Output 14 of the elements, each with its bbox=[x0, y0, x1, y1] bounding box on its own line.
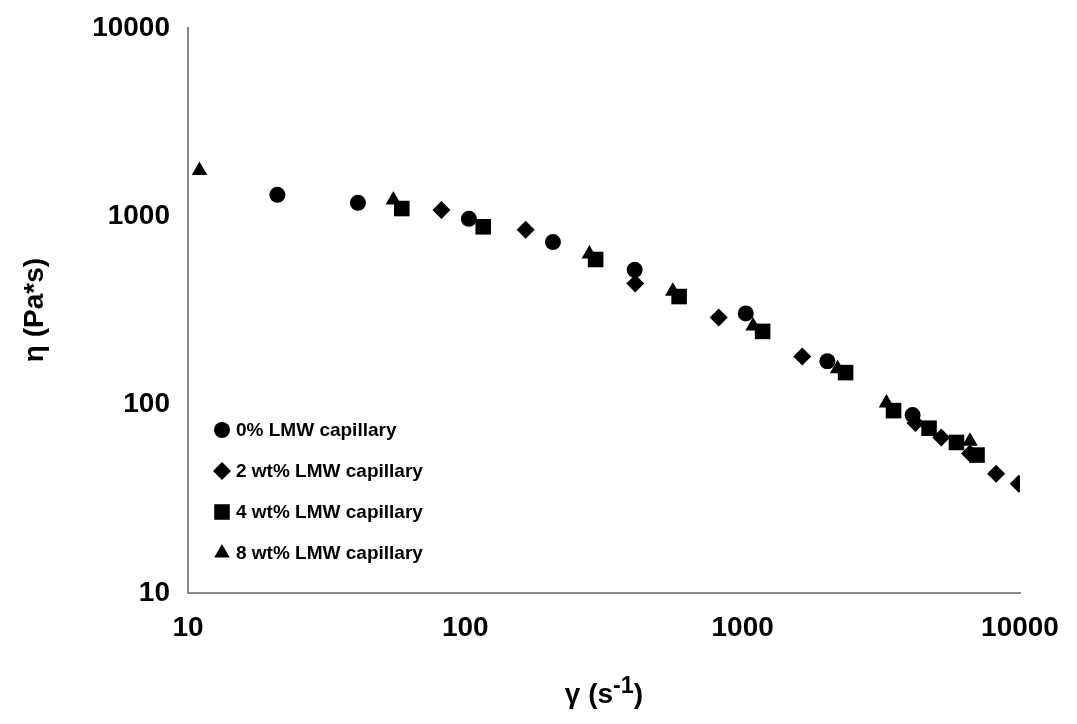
x-tick-label: 10 bbox=[172, 610, 204, 642]
legend-label: 8 wt% LMW capillary bbox=[236, 542, 424, 564]
legend-label: 4 wt% LMW capillary bbox=[236, 501, 424, 523]
legend-label: 0% LMW capillary bbox=[236, 419, 397, 441]
y-tick-label: 10000 bbox=[92, 10, 170, 42]
y-tick-label: 10 bbox=[138, 575, 170, 607]
x-tick-label: 100 bbox=[441, 610, 489, 642]
legend-label: 2 wt% LMW capillary bbox=[236, 460, 424, 482]
x-tick-label: 10000 bbox=[981, 610, 1059, 642]
x-axis-title: γ (s$^{-1}$) bbox=[563, 672, 645, 711]
y-tick-label: 100 bbox=[123, 387, 170, 419]
x-tick-label: 1000 bbox=[711, 610, 774, 642]
y-tick-label: 1000 bbox=[107, 199, 170, 231]
y-axis-title: η (Pa*s) bbox=[18, 257, 50, 363]
